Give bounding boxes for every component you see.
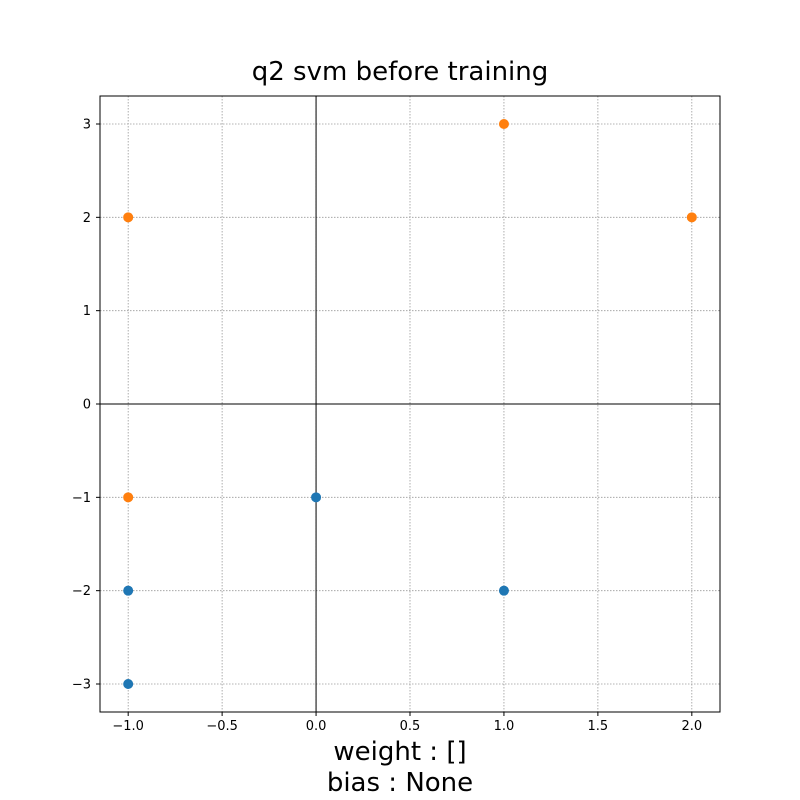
data-points [123,119,697,689]
y-tick-label: 3 [83,118,91,133]
chart-title: q2 svm before training [252,57,549,87]
data-point [498,585,509,596]
origin-axis-lines [100,96,720,712]
bias-caption: bias : None [327,768,473,798]
x-tick-label: 0.5 [400,719,421,734]
y-tick-label: −1 [72,491,91,506]
data-point [498,119,509,129]
y-tick-label: 1 [83,304,91,319]
data-point [123,492,134,503]
grid-lines [100,96,720,712]
y-tick-label: 0 [83,398,91,413]
data-point [686,212,697,223]
weight-caption: weight : [] [333,737,466,767]
x-tick-label: −0.5 [206,719,238,734]
data-point [123,679,134,689]
x-tick-label: 2.0 [681,719,702,734]
axis-ticks: −1.0 −0.5 0.0 0.5 1.0 1.5 2.0 −3 −2 −1 0 1 2 3 [72,118,702,735]
x-tick-label: −1.0 [112,719,144,734]
data-point [123,212,134,223]
y-tick-label: 2 [83,211,91,226]
data-point [311,492,322,503]
x-tick-label: 1.0 [494,719,515,734]
x-tick-label: 0.0 [306,719,327,734]
x-tick-label: 1.5 [588,719,609,734]
y-tick-label: −2 [72,584,91,599]
data-point [123,585,134,596]
y-tick-label: −3 [72,678,91,693]
